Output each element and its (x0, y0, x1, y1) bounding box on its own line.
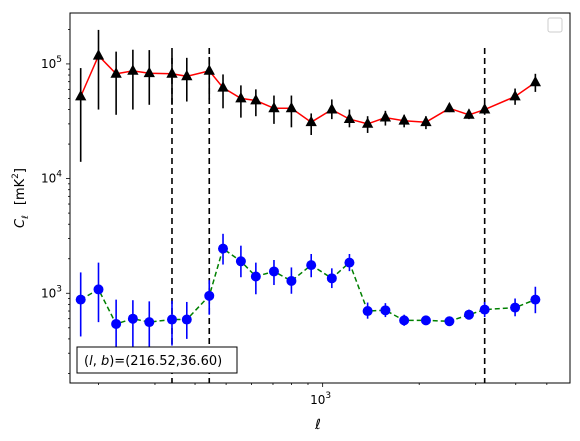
data-point (235, 256, 246, 267)
data-point (326, 103, 338, 114)
data-point (250, 93, 262, 105)
data-point (420, 115, 432, 127)
data-point (181, 314, 192, 325)
data-series (75, 29, 542, 352)
data-point (111, 318, 122, 329)
y-tick-exponent: 5 (56, 55, 62, 65)
data-point (92, 49, 105, 60)
y-label-unit: [mK (13, 178, 28, 205)
y-tick-exponent: 4 (56, 170, 62, 180)
data-point (268, 266, 279, 277)
data-point (166, 67, 178, 78)
data-point (463, 108, 475, 119)
data-point (75, 294, 86, 305)
series-0 (75, 29, 542, 162)
data-point (509, 89, 521, 101)
plot-area (69, 12, 571, 384)
y-label-exponent: 2 (11, 173, 21, 179)
data-point (217, 81, 229, 92)
annotation-box (76, 346, 238, 374)
data-point (362, 306, 373, 317)
annotation-comma: , (93, 354, 101, 369)
y-tick-label: 105 (41, 55, 62, 71)
annotation-var-l: l (89, 354, 93, 369)
x-axis-label: ℓ (314, 417, 321, 433)
annotation-values: )=(216.52,36.60) (109, 354, 222, 369)
data-point (218, 243, 229, 254)
data-point (343, 112, 356, 124)
data-point (204, 290, 215, 301)
data-point (326, 273, 337, 284)
data-point (530, 294, 541, 305)
data-point (110, 67, 122, 78)
data-point (305, 115, 317, 127)
y-tick-exponent: 3 (56, 284, 62, 294)
data-point (144, 317, 155, 328)
y-label-subscript: ℓ (21, 215, 31, 220)
data-point (479, 304, 490, 315)
y-tick-label: 104 (41, 170, 62, 186)
data-point (143, 66, 155, 78)
data-point (286, 275, 297, 286)
data-point (250, 271, 261, 282)
legend-box (547, 17, 563, 33)
data-point (344, 257, 355, 268)
y-tick-label: 103 (41, 284, 62, 300)
data-point (203, 64, 215, 75)
data-point (380, 305, 391, 316)
data-point (444, 316, 455, 327)
data-point (379, 111, 392, 122)
data-point (443, 101, 456, 113)
x-tick-label: 103 (310, 391, 331, 407)
y-label-close: ] (13, 168, 28, 173)
y-label-space (13, 211, 28, 215)
data-point (361, 117, 374, 128)
data-point (93, 284, 104, 295)
data-point (510, 302, 521, 313)
x-tick-exponent: 3 (325, 391, 331, 401)
data-point (127, 64, 139, 75)
annotation-paren: ( (84, 354, 89, 369)
y-axis-label: Cℓ [mK2] (11, 168, 31, 228)
coordinate-annotation: (l, b)=(216.52,36.60) (76, 346, 238, 374)
data-point (75, 89, 87, 101)
data-point (399, 315, 410, 326)
data-point (166, 314, 177, 325)
data-point (420, 315, 431, 326)
data-point (463, 309, 474, 320)
y-label-symbol: C (13, 218, 28, 228)
data-point (235, 91, 247, 103)
data-point (181, 69, 193, 81)
data-point (285, 101, 298, 113)
series-1 (75, 233, 541, 352)
data-point (398, 114, 410, 125)
data-point (268, 101, 280, 113)
data-point (479, 103, 491, 114)
data-point (306, 260, 317, 271)
data-point (529, 75, 542, 87)
data-point (127, 313, 138, 324)
annotation-text: (l, b)=(216.52,36.60) (84, 354, 222, 369)
annotation-var-b: b (101, 354, 109, 369)
